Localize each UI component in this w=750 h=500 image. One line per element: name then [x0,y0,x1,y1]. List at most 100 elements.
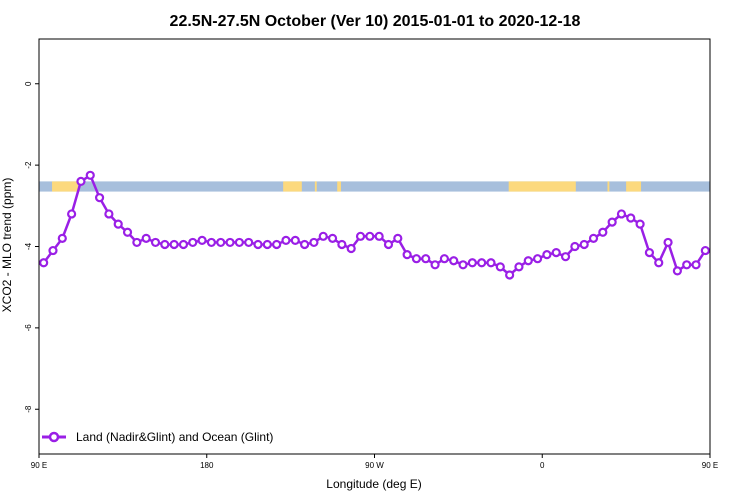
data-point-29 [309,237,319,248]
land-segment-6 [626,181,642,192]
data-point-51 [514,262,524,272]
data-point-30 [318,231,328,241]
data-point-32 [337,239,347,250]
land-segment-1 [283,181,302,192]
data-point-38 [393,233,403,243]
data-point-69 [682,260,692,270]
data-point-26 [281,235,291,245]
y-tick-label-3: -6 [24,324,33,332]
data-point-4 [76,176,86,187]
data-point-47 [477,258,487,268]
y-tick-label-0: 0 [24,81,33,86]
data-point-35 [365,231,375,241]
data-point-0 [39,258,49,268]
data-point-41 [421,254,431,264]
data-point-54 [542,250,552,260]
data-point-57 [570,241,580,252]
data-point-45 [458,260,468,270]
data-point-5 [85,170,95,180]
data-point-13 [160,239,170,250]
data-point-65 [644,248,655,258]
data-point-66 [654,258,664,268]
data-point-1 [48,245,58,256]
data-point-52 [523,256,533,266]
chart-title: 22.5N-27.5N October (Ver 10) 2015-01-01 … [170,13,581,30]
y-tick-label-1: -2 [24,161,33,169]
data-point-71 [700,245,710,256]
data-point-7 [104,209,114,219]
data-point-19 [216,237,226,248]
data-point-36 [374,231,384,241]
data-point-18 [206,237,217,248]
data-point-20 [225,237,235,248]
data-point-60 [598,227,608,237]
data-point-62 [616,209,627,219]
land-segment-0 [52,181,79,192]
data-point-63 [626,213,636,223]
data-point-46 [467,258,477,268]
data-point-44 [449,256,459,266]
data-point-25 [272,239,282,250]
data-point-64 [635,219,645,229]
axes-layer: 90 E 180 90 W 0 90 E 0 -2 -4 -6 -8 [24,81,718,470]
y-tick-label-4: -8 [24,405,33,413]
data-point-48 [486,258,496,268]
legend-entry-label: Land (Nadir&Glint) and Ocean (Glint) [76,430,273,444]
data-point-58 [579,239,589,250]
data-point-53 [532,254,543,264]
data-point-33 [346,243,356,254]
data-point-21 [234,237,244,248]
data-point-8 [113,219,123,229]
data-point-17 [197,235,207,245]
data-point-67 [663,237,673,248]
x-tick-label-1: 180 [200,461,214,470]
data-point-55 [551,248,561,258]
data-point-24 [262,239,272,250]
data-point-31 [327,233,338,243]
land-segment-5 [607,181,610,192]
data-point-3 [67,209,77,219]
data-point-16 [188,237,198,248]
series-layer [39,170,710,280]
x-tick-label-3: 0 [540,461,545,470]
data-point-49 [495,262,505,272]
y-tick-label-2: -4 [24,242,33,250]
data-point-15 [178,239,189,250]
data-point-6 [94,193,105,203]
legend-marker-swatch [48,431,60,443]
x-tick-label-4: 90 E [702,461,718,470]
ocean-band [39,181,710,192]
data-point-68 [672,266,682,276]
x-axis-title: Longitude (deg E) [326,477,421,491]
legend: Land (Nadir&Glint) and Ocean (Glint) [42,430,273,444]
y-axis-title: XCO2 - MLO trend (ppm) [0,178,14,313]
data-point-14 [169,239,179,250]
data-point-12 [150,237,161,248]
data-point-50 [505,270,515,280]
data-point-9 [122,227,133,237]
land-segment-3 [337,181,341,192]
land-segment-4 [508,181,576,192]
data-point-56 [560,252,571,262]
data-point-37 [383,239,394,250]
data-point-23 [253,239,263,250]
data-point-59 [588,233,599,243]
data-point-39 [402,250,412,260]
x-tick-label-2: 90 W [365,461,384,470]
data-point-34 [355,231,366,241]
land-ocean-band [39,181,710,192]
data-point-43 [439,254,449,264]
data-point-11 [141,233,151,243]
land-segment-2 [314,181,317,192]
data-point-61 [607,217,617,227]
data-point-70 [691,260,701,270]
data-point-10 [132,237,142,248]
data-point-22 [244,237,254,248]
data-point-27 [290,235,300,245]
data-point-40 [411,254,422,264]
data-point-2 [57,233,67,243]
plot-frame [38,38,711,455]
data-point-28 [300,239,310,250]
